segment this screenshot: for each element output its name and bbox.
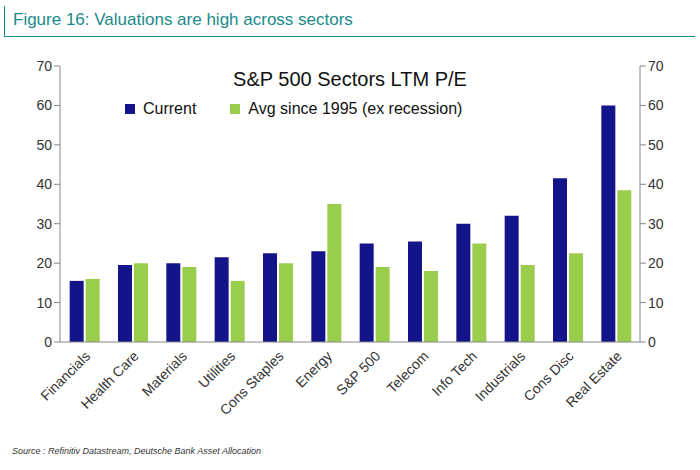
svg-text:S&P 500: S&P 500	[333, 348, 383, 398]
svg-text:70: 70	[648, 58, 664, 74]
svg-text:Utilities: Utilities	[195, 348, 238, 391]
svg-text:50: 50	[36, 137, 52, 153]
svg-text:Cons Staples: Cons Staples	[216, 348, 286, 418]
svg-text:40: 40	[36, 176, 52, 192]
svg-text:30: 30	[36, 216, 52, 232]
svg-text:Financials: Financials	[37, 347, 94, 404]
svg-text:Real Estate: Real Estate	[562, 348, 625, 411]
svg-text:60: 60	[648, 97, 664, 113]
svg-text:0: 0	[44, 334, 52, 350]
svg-text:10: 10	[648, 295, 664, 311]
svg-text:40: 40	[648, 176, 664, 192]
html-text:Avg since 1995 (ex recession): Avg since 1995 (ex recession)	[248, 100, 463, 117]
svg-text:Cons Disc: Cons Disc	[520, 347, 577, 405]
svg-text:Materials: Materials	[139, 348, 190, 399]
svg-text:60: 60	[36, 97, 52, 113]
svg-text:Telecom: Telecom	[383, 348, 431, 396]
html-text:S&P 500 Sectors LTM P/E: S&P 500 Sectors LTM P/E	[233, 68, 467, 90]
svg-text:30: 30	[648, 216, 664, 232]
svg-text:Health Care: Health Care	[78, 348, 142, 412]
svg-text:Energy: Energy	[292, 348, 335, 391]
svg-text:70: 70	[36, 58, 52, 74]
svg-text:10: 10	[36, 295, 52, 311]
html-text:Figure 16: Valuations are high: Figure 16: Valuations are high across se…	[13, 10, 353, 29]
svg-text:Info Tech: Info Tech	[428, 347, 480, 400]
svg-text:20: 20	[648, 255, 664, 271]
html-text:Current: Current	[143, 100, 197, 117]
svg-text:0: 0	[648, 334, 656, 350]
svg-text:20: 20	[36, 255, 52, 271]
html-text:Source : Refinitiv Datastream,: Source : Refinitiv Datastream, Deutsche …	[12, 446, 261, 456]
svg-text:50: 50	[648, 137, 664, 153]
svg-text:Industrials: Industrials	[472, 348, 528, 404]
